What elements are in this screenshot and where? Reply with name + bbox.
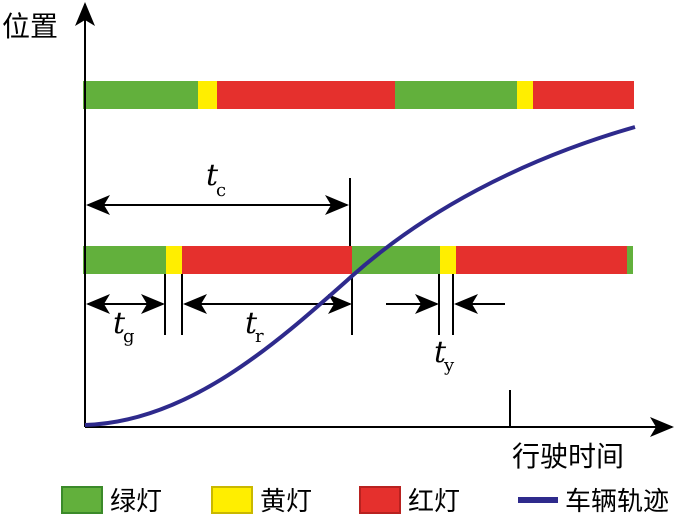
legend-red-label: 红灯 [408,487,460,517]
green-phase [83,246,166,274]
green-phase [352,246,440,274]
upper-signal-bar [83,81,634,109]
yellow-phase [440,246,456,274]
yellow-phase [517,81,533,109]
tg-subscript: g [123,326,135,347]
legend-trajectory-label: 车辆轨迹 [565,487,669,517]
red-phase [182,246,352,274]
tc-subscript: c [216,180,226,201]
tc-label: t [206,158,219,193]
green-phase [83,81,198,109]
ty-subscript: y [443,355,455,376]
tr-subscript: r [255,326,264,347]
legend-red-swatch [359,486,401,514]
red-phase [533,81,634,109]
yellow-phase [198,81,217,109]
legend-yellow-swatch [211,486,253,514]
legend: 绿灯 黄灯 红灯 车辆轨迹 [61,486,669,517]
lower-signal-bar [83,246,633,274]
vehicle-trajectory [84,125,636,427]
legend-green-label: 绿灯 [110,487,162,517]
x-axis-label: 行驶时间 [512,440,624,473]
legend-yellow-label: 黄灯 [260,487,312,517]
ty-label: t [434,335,447,370]
tr-label: t [245,306,258,341]
yellow-phase [166,246,182,274]
green-phase [395,81,517,109]
red-phase [217,81,395,109]
red-phase [456,246,627,274]
green-phase [627,246,633,274]
y-axis-label: 位置 [2,10,58,43]
tg-label: t [113,306,126,341]
phase-boundaries [164,274,454,335]
legend-green-swatch [61,486,103,514]
